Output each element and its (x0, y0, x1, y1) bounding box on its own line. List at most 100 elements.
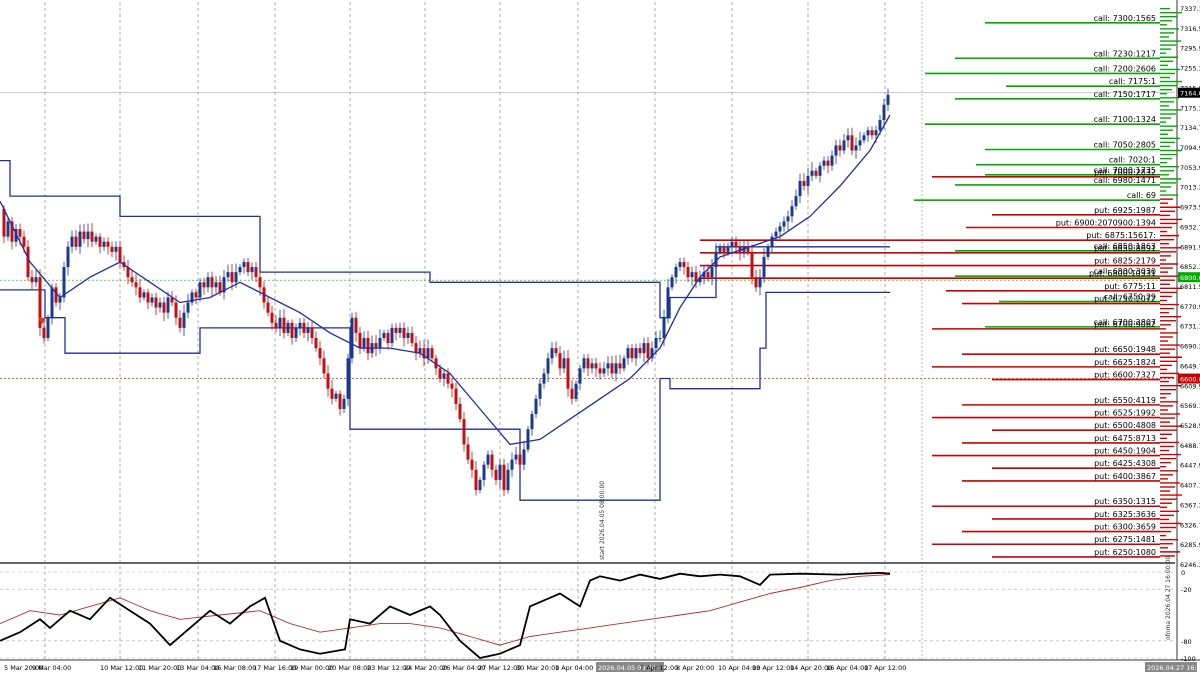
candle-body (222, 277, 226, 293)
candle-body (490, 454, 494, 470)
candle-body (414, 343, 418, 354)
candle-body (830, 155, 834, 166)
time-tick-label: 16 Apr 04:00 (826, 664, 868, 672)
candle-body (882, 104, 886, 121)
option-level-label: put: 6400:3867 (1094, 472, 1156, 481)
price-tick-label: 6569.18 (1180, 402, 1200, 410)
osc-tick-label: -20 (1181, 586, 1192, 594)
candle-body (766, 246, 770, 257)
candle-body (630, 348, 634, 359)
price-tick-label: 7094.98 (1180, 144, 1200, 152)
option-level-label: put: 6250:1080 (1094, 548, 1156, 557)
candle-body (6, 221, 10, 237)
candle-body (58, 297, 62, 303)
candle-body (162, 302, 166, 313)
candle-body (286, 322, 290, 333)
candle-body (674, 267, 678, 278)
candle-body (570, 388, 574, 399)
oscillator-red-line (0, 574, 891, 646)
candle-body (606, 363, 610, 369)
time-tick-label: 10 Apr 04:00 (718, 664, 760, 672)
time-tick-label: 20 Mar 08:00 (328, 664, 371, 672)
option-level-label: put: 6325:3636 (1094, 510, 1156, 519)
candle-body (778, 226, 782, 232)
candle-body (134, 282, 138, 288)
price-tick-label: 7053.98 (1180, 164, 1200, 172)
candle-body (582, 358, 586, 369)
time-tick-label: 26 Mar 04:00 (442, 664, 485, 672)
candle-body (178, 317, 182, 328)
candle-body (482, 464, 486, 480)
candle-body (678, 261, 682, 268)
candle-body (46, 317, 50, 338)
option-level-label: call: 6800:3030 (1094, 267, 1156, 276)
option-level-label: put: 6275:1481 (1094, 535, 1156, 544)
moving-average-line (0, 114, 891, 446)
option-level-label: put: 6525:1992 (1094, 409, 1156, 418)
option-level-label: put: 6925:1987 (1094, 206, 1156, 215)
candle-body (186, 302, 190, 313)
candle-body (402, 327, 406, 338)
candle-body (66, 246, 70, 268)
option-level-label: call: 69 (1127, 191, 1156, 200)
candle-body (558, 353, 562, 369)
candle-body (698, 277, 702, 283)
candle-body (294, 327, 298, 338)
option-level-labels: call: 7300:1565 call: 7230:1217 call: 7200… (1056, 14, 1156, 557)
candle-body (666, 287, 670, 318)
option-level-label: put: 6350:1315 (1094, 497, 1156, 506)
candle-body (74, 236, 78, 247)
time-tick-label: 10 Mar 12:00 (100, 664, 143, 672)
time-tick-label: 30 Mar 20:00 (516, 664, 559, 672)
candle-body (514, 454, 518, 460)
candle-body (394, 327, 398, 333)
price-tick-label: 7295.98 (1180, 45, 1200, 53)
candle-body (854, 145, 858, 151)
price-tick-label: 6649.76 (1180, 362, 1200, 370)
candle-body (42, 327, 46, 338)
candle-body (206, 277, 210, 288)
option-level-label: put: 6775:11 (1104, 282, 1156, 291)
price-tick-label: 6285.98 (1180, 541, 1200, 549)
candle-body (694, 272, 698, 283)
candle-body (682, 261, 686, 268)
candle-body (218, 282, 222, 293)
candle-body (818, 165, 822, 176)
level-marker-6800-box (1178, 272, 1200, 283)
end-marker-label: ofnma 2026.04.27 16:00:00 (1165, 556, 1172, 640)
candle-body (814, 170, 818, 176)
price-tick-label: 7013.36 (1180, 184, 1200, 192)
level-marker-6600: 6600.00 (1180, 376, 1200, 384)
price-tick-label: 6609.96 (1180, 382, 1200, 390)
candle-body (654, 338, 658, 349)
candle-body (638, 348, 642, 354)
candle-body (506, 469, 510, 491)
price-tick-label: 6770.96 (1180, 303, 1200, 311)
candle-body (794, 196, 798, 207)
candle-body (466, 444, 470, 460)
candle-body (234, 272, 238, 283)
candle-body (386, 332, 390, 344)
price-tick-label: 7175.38 (1180, 104, 1200, 112)
candle-body (586, 358, 590, 369)
candle-body (762, 256, 766, 278)
candle-body (610, 363, 614, 374)
candle-body (502, 464, 506, 491)
time-tick-label: 2026.04.05 08:00 (598, 664, 656, 672)
candle-body (578, 368, 582, 384)
candle-body (550, 348, 554, 359)
option-level-label: call: 6850:1863 (1094, 242, 1156, 251)
option-level-label: put: 6425:4308 (1094, 459, 1156, 468)
candle-body (270, 312, 274, 323)
time-tick-label: 24 Mar 20:00 (404, 664, 447, 672)
candle-body (158, 302, 162, 308)
option-level-label: call: 7200:2606 (1094, 64, 1156, 73)
option-level-label: put: 7000:2832 (1094, 168, 1156, 177)
candle-body (878, 120, 882, 131)
price-tick-label: 7316.58 (1180, 25, 1200, 33)
candle-body (14, 229, 18, 242)
axes: 7337.187316.587295.987255.387215.987175.… (4, 5, 1200, 672)
candle-body (366, 338, 370, 354)
grid-lines (0, 0, 1200, 661)
